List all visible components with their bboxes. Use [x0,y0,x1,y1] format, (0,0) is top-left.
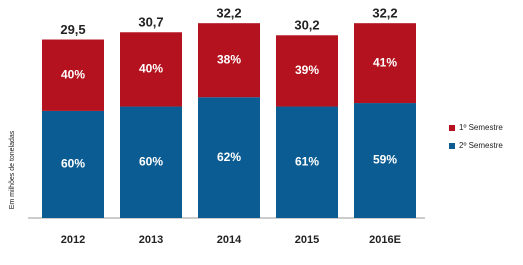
segment-label: 38% [217,52,241,66]
legend-swatch [449,143,455,149]
total-label: 32,2 [372,6,397,21]
x-tick-label: 2016E [369,234,401,246]
x-tick-label: 2014 [217,234,242,246]
total-label: 29,5 [60,22,85,37]
legend-swatch [449,125,455,131]
segment-label: 62% [217,150,241,164]
segment-label: 60% [61,157,85,171]
y-axis-label: Em milhões de toneladas [9,130,16,209]
x-tick-label: 2012 [61,234,85,246]
bar-segment [276,106,338,218]
segment-label: 40% [139,62,163,76]
total-label: 32,2 [216,6,241,21]
x-tick-label: 2013 [139,234,163,246]
segment-label: 59% [373,153,397,167]
bar-segment [354,103,416,218]
segment-label: 40% [61,67,85,81]
bar-segment [198,23,260,98]
total-label: 30,7 [138,15,163,30]
legend-label: 1º Semestre [459,123,503,132]
segment-label: 61% [295,154,319,168]
total-label: 30,2 [294,18,319,33]
segment-label: 60% [139,154,163,168]
x-tick-label: 2015 [295,234,319,246]
bar-segment [354,23,416,104]
segment-label: 39% [295,63,319,77]
bar-segment [120,32,182,107]
bar-segment [198,97,260,218]
segment-label: 41% [373,55,397,69]
legend-label: 2º Semestre [459,141,503,150]
bar-segment [42,110,104,218]
bar-segment [276,35,338,107]
bar-segment [42,39,104,111]
bar-segment [120,106,182,218]
